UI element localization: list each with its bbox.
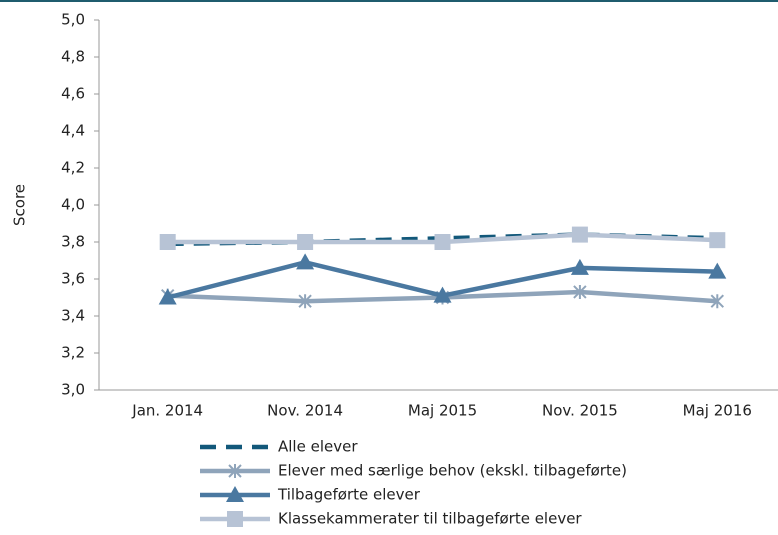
marker [710,294,725,309]
y-tick-label: 5,0 [61,11,85,29]
y-tick-label: 4,4 [61,122,85,140]
y-tick-label: 3,2 [61,344,85,362]
marker [570,258,589,275]
marker [573,284,587,299]
legend-label: Klassekammerater til tilbageførte elever [278,510,582,528]
marker [159,234,176,250]
legend-item: Klassekammerater til tilbageførte elever [200,510,582,528]
marker [296,253,315,270]
marker [298,294,312,309]
x-tick-label: Nov. 2014 [267,402,343,420]
legend-label: Elever med særlige behov (ekskl. tilbage… [278,462,627,480]
legend-marker [228,464,242,478]
x-tick-label: Jan. 2014 [131,402,203,420]
marker [434,234,451,250]
series [158,253,727,305]
y-axis-label: Score [11,184,29,226]
marker [571,226,588,243]
legend-item: Alle elever [200,438,358,456]
y-tick-label: 4,6 [61,85,85,103]
x-tick-label: Maj 2015 [408,402,477,420]
legend-item: Tilbageførte elever [200,486,421,504]
y-tick-label: 4,8 [61,48,85,66]
y-tick-label: 3,8 [61,233,85,251]
legend-item: Elever med særlige behov (ekskl. tilbage… [200,462,627,480]
marker [158,288,177,305]
y-tick-label: 3,6 [61,270,85,288]
y-tick-label: 3,0 [61,381,85,399]
series [159,226,726,250]
legend-marker [227,511,243,527]
marker [709,232,726,249]
marker [433,286,452,303]
y-tick-label: 4,0 [61,196,85,214]
x-tick-label: Maj 2016 [683,402,752,420]
marker [297,234,314,250]
x-tick-label: Nov. 2015 [542,402,618,420]
legend-marker [226,486,244,502]
legend-label: Tilbageførte elever [277,486,421,504]
marker [708,262,727,279]
legend-label: Alle elever [278,438,358,456]
y-tick-label: 3,4 [61,307,85,325]
y-tick-label: 4,2 [61,159,85,177]
